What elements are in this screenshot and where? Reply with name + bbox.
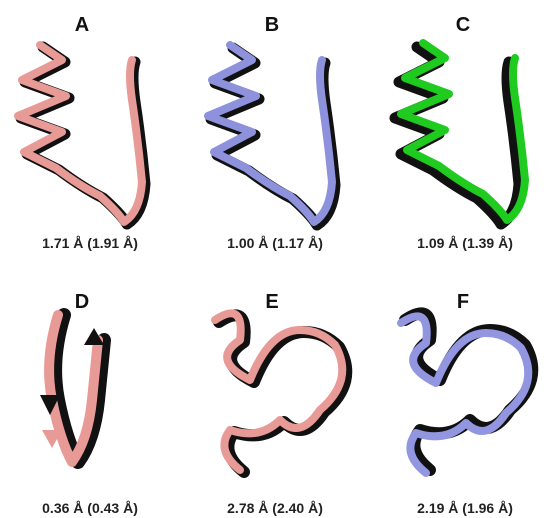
panel-letter: F: [457, 291, 469, 313]
structure-c: [395, 43, 525, 224]
rmsd-label: 1.71 Å (1.91 Å): [42, 235, 138, 251]
panel-letter: D: [75, 291, 89, 313]
panel-letter: C: [456, 14, 470, 36]
rmsd-label: 2.78 Å (2.40 Å): [227, 500, 323, 516]
structure-b: [208, 45, 335, 225]
rmsd-label: 2.19 Å (1.96 Å): [417, 500, 513, 516]
panel-letter: A: [75, 14, 89, 36]
structure-f: [401, 313, 532, 473]
panel-letter: E: [265, 291, 278, 313]
structure-d: [40, 315, 104, 462]
structure-a: [18, 45, 145, 224]
rmsd-label: 1.00 Å (1.17 Å): [227, 235, 323, 251]
structure-e: [215, 313, 346, 472]
rmsd-label: 0.36 Å (0.43 Å): [42, 500, 138, 516]
panel-letter: B: [265, 14, 279, 36]
figure: A 1.71 Å (1.91 Å) B 1.00 Å (1.17 Å) C 1.09 Å …: [0, 0, 550, 518]
page: {"panels": [ {"label": "A", "rmsd": "1.7…: [0, 0, 550, 518]
rmsd-label: 1.09 Å (1.39 Å): [417, 235, 513, 251]
